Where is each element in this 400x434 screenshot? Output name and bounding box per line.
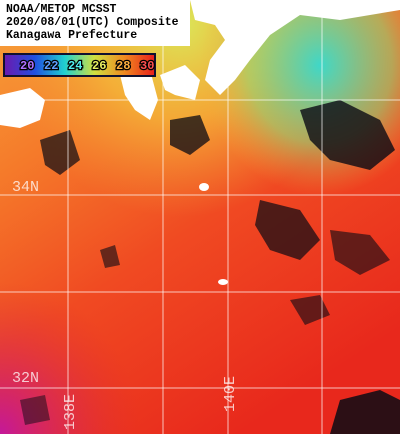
colorbar-label: 20 (20, 59, 34, 73)
header-line: NOAA/METOP MCSST (6, 3, 117, 16)
colorbar (5, 55, 154, 75)
colorbar-label: 22 (44, 59, 58, 73)
colorbar-label: 20 (20, 59, 34, 73)
colorbar-label: 26 (92, 59, 106, 73)
colorbar-label: 24 (68, 59, 82, 73)
lat-label: 34N (12, 179, 39, 196)
header-line: Kanagawa Prefecture (6, 29, 137, 42)
colorbar-label: 22 (44, 59, 58, 73)
colorbar-label: 28 (116, 59, 130, 73)
header-line: 2020/08/01(UTC) Composite (6, 16, 179, 29)
colorbar-label: 30 (140, 59, 154, 73)
land (0, 0, 400, 285)
lat-label: 32N (12, 370, 39, 387)
colorbar-label: 24 (68, 59, 82, 73)
header-box (0, 0, 190, 46)
cloud-mask (20, 100, 400, 434)
colorbar-label: 28 (116, 59, 130, 73)
lon-label: 140E (222, 376, 239, 412)
colorbar-label: 30 (140, 59, 154, 73)
colorbar-label: 26 (92, 59, 106, 73)
lon-label: 138E (62, 394, 79, 430)
